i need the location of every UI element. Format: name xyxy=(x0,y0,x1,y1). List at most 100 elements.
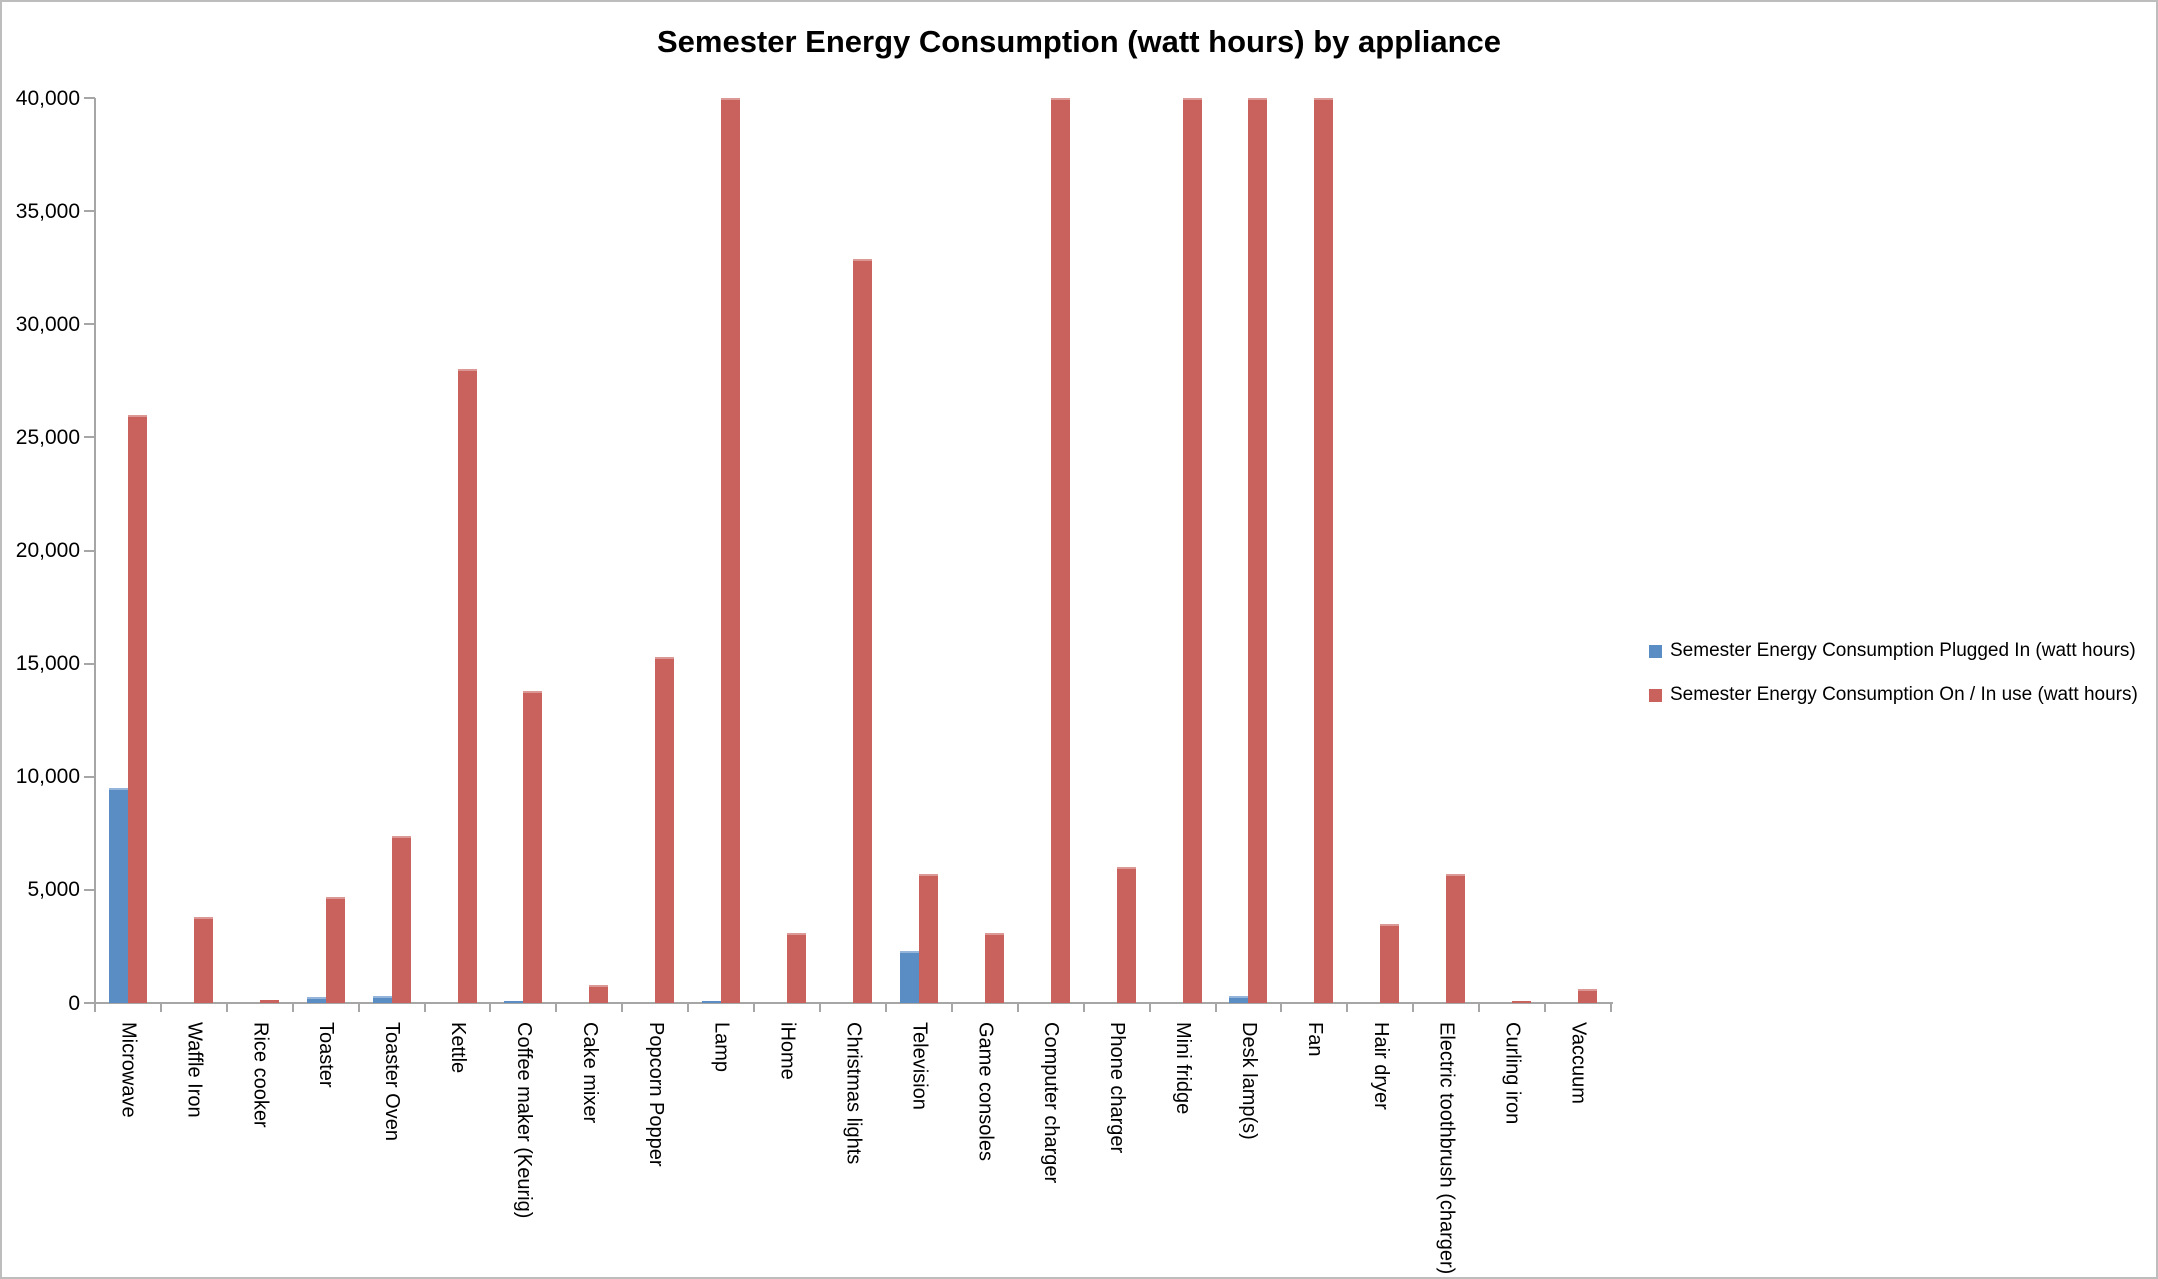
x-axis-line xyxy=(94,1002,1613,1004)
x-tick-mark xyxy=(94,1004,96,1012)
category-label-rice-cooker: Rice cooker xyxy=(249,1022,272,1128)
bar-on-in-use-game-consoles xyxy=(985,933,1004,1003)
x-tick-mark xyxy=(423,1004,426,1012)
y-tick-mark xyxy=(84,662,95,665)
y-tick-mark xyxy=(84,323,95,326)
bar-plugged-in-lamp xyxy=(702,1001,721,1003)
y-tick-label: 10,000 xyxy=(15,765,80,789)
x-tick-mark xyxy=(159,1004,162,1012)
category-label-popcorn-popper: Popcorn Popper xyxy=(644,1022,667,1167)
bar-plugged-in-microwave xyxy=(109,788,128,1003)
y-tick-mark xyxy=(84,210,95,213)
x-tick-mark xyxy=(1412,1004,1415,1012)
category-label-curling-iron: Curling iron xyxy=(1501,1022,1524,1125)
bar-on-in-use-vaccuum xyxy=(1578,989,1597,1003)
legend-swatch-plugged-in-icon xyxy=(1649,644,1662,658)
y-tick-mark xyxy=(84,775,95,778)
category-label-cake-mixer: Cake mixer xyxy=(578,1022,601,1124)
bar-on-in-use-fan xyxy=(1314,98,1333,1003)
category-label-kettle: Kettle xyxy=(447,1022,470,1074)
bar-on-in-use-ihome xyxy=(787,933,806,1003)
category-label-lamp: Lamp xyxy=(710,1022,733,1073)
bar-on-in-use-toaster xyxy=(326,897,345,1003)
x-tick-mark xyxy=(687,1004,690,1012)
chart-title: Semester Energy Consumption (watt hours)… xyxy=(656,24,1502,59)
category-label-computer-charger: Computer charger xyxy=(1040,1022,1063,1184)
y-tick-label: 25,000 xyxy=(15,425,80,449)
x-tick-mark xyxy=(819,1004,822,1012)
bar-on-in-use-microwave xyxy=(128,415,147,1003)
bar-on-in-use-desk-lamp-s xyxy=(1248,98,1267,1003)
y-tick-mark xyxy=(84,888,95,891)
category-label-microwave: Microwave xyxy=(117,1022,140,1118)
category-label-desk-lamp-s: Desk lamp(s) xyxy=(1237,1022,1260,1140)
bar-on-in-use-television xyxy=(919,874,938,1003)
x-tick-mark xyxy=(291,1004,294,1012)
y-tick-mark xyxy=(84,436,95,439)
category-label-fan: Fan xyxy=(1303,1022,1326,1057)
y-tick-label: 35,000 xyxy=(15,199,80,223)
x-tick-mark xyxy=(1346,1004,1349,1012)
bar-plugged-in-toaster xyxy=(307,997,326,1003)
bar-on-in-use-lamp xyxy=(721,98,740,1003)
category-label-television: Television xyxy=(908,1022,931,1110)
bar-on-in-use-rice-cooker xyxy=(260,1000,279,1003)
bar-on-in-use-coffee-maker-keurig xyxy=(523,691,542,1003)
bar-plugged-in-desk-lamp-s xyxy=(1229,996,1248,1003)
x-tick-mark xyxy=(357,1004,360,1012)
legend-label-plugged-in: Semester Energy Consumption Plugged In (… xyxy=(1670,640,2136,661)
x-tick-mark xyxy=(1478,1004,1481,1012)
x-tick-mark xyxy=(1214,1004,1217,1012)
category-label-ihome: iHome xyxy=(776,1022,799,1080)
y-tick-mark xyxy=(84,549,95,552)
category-label-electric-toothbrush-charger: Electric toothbrush (charger) xyxy=(1435,1022,1458,1275)
legend-swatch-on-in-use-icon xyxy=(1649,688,1662,702)
category-label-christmas-lights: Christmas lights xyxy=(842,1022,865,1165)
category-label-phone-charger: Phone charger xyxy=(1106,1022,1129,1154)
bar-on-in-use-toaster-oven xyxy=(392,836,411,1003)
bar-plugged-in-toaster-oven xyxy=(373,996,392,1003)
category-label-toaster: Toaster xyxy=(315,1022,338,1088)
category-label-waffle-iron: Waffle Iron xyxy=(183,1022,206,1118)
x-tick-mark xyxy=(1082,1004,1085,1012)
x-tick-mark xyxy=(1016,1004,1019,1012)
x-tick-mark xyxy=(950,1004,953,1012)
x-tick-mark xyxy=(1610,1004,1612,1012)
y-tick-label: 40,000 xyxy=(15,86,80,110)
legend-label-on-in-use: Semester Energy Consumption On / In use … xyxy=(1670,684,2138,705)
x-tick-mark xyxy=(884,1004,887,1012)
bar-plugged-in-coffee-maker-keurig xyxy=(504,1001,523,1003)
category-label-coffee-maker-keurig: Coffee maker (Keurig) xyxy=(512,1022,535,1219)
bar-on-in-use-curling-iron xyxy=(1512,1001,1531,1003)
bar-plugged-in-television xyxy=(900,951,919,1003)
x-tick-mark xyxy=(1280,1004,1283,1012)
y-tick-label: 30,000 xyxy=(15,312,80,336)
legend: Semester Energy Consumption Plugged In (… xyxy=(1649,640,2138,728)
x-tick-mark xyxy=(225,1004,228,1012)
y-tick-label: 15,000 xyxy=(15,652,80,676)
y-tick-label: 0 xyxy=(68,991,80,1015)
legend-item-plugged-in: Semester Energy Consumption Plugged In (… xyxy=(1649,640,2138,662)
x-tick-mark xyxy=(555,1004,558,1012)
y-tick-mark xyxy=(84,97,95,99)
category-label-vaccuum: Vaccuum xyxy=(1567,1022,1590,1104)
y-tick-label: 5,000 xyxy=(27,878,80,902)
bar-on-in-use-hair-dryer xyxy=(1380,924,1399,1003)
x-tick-mark xyxy=(1544,1004,1547,1012)
x-tick-mark xyxy=(489,1004,492,1012)
y-tick-mark xyxy=(84,1002,95,1004)
x-tick-mark xyxy=(621,1004,624,1012)
y-axis-line xyxy=(94,98,96,1005)
bar-on-in-use-cake-mixer xyxy=(589,985,608,1003)
bar-on-in-use-mini-fridge xyxy=(1183,98,1202,1003)
bar-on-in-use-waffle-iron xyxy=(194,917,213,1003)
x-tick-mark xyxy=(1148,1004,1151,1012)
bar-on-in-use-christmas-lights xyxy=(853,259,872,1003)
legend-item-on-in-use: Semester Energy Consumption On / In use … xyxy=(1649,684,2138,706)
bar-on-in-use-kettle xyxy=(458,369,477,1003)
category-label-mini-fridge: Mini fridge xyxy=(1172,1022,1195,1115)
category-label-hair-dryer: Hair dryer xyxy=(1369,1022,1392,1110)
bar-on-in-use-computer-charger xyxy=(1051,98,1070,1003)
bar-on-in-use-popcorn-popper xyxy=(655,657,674,1003)
